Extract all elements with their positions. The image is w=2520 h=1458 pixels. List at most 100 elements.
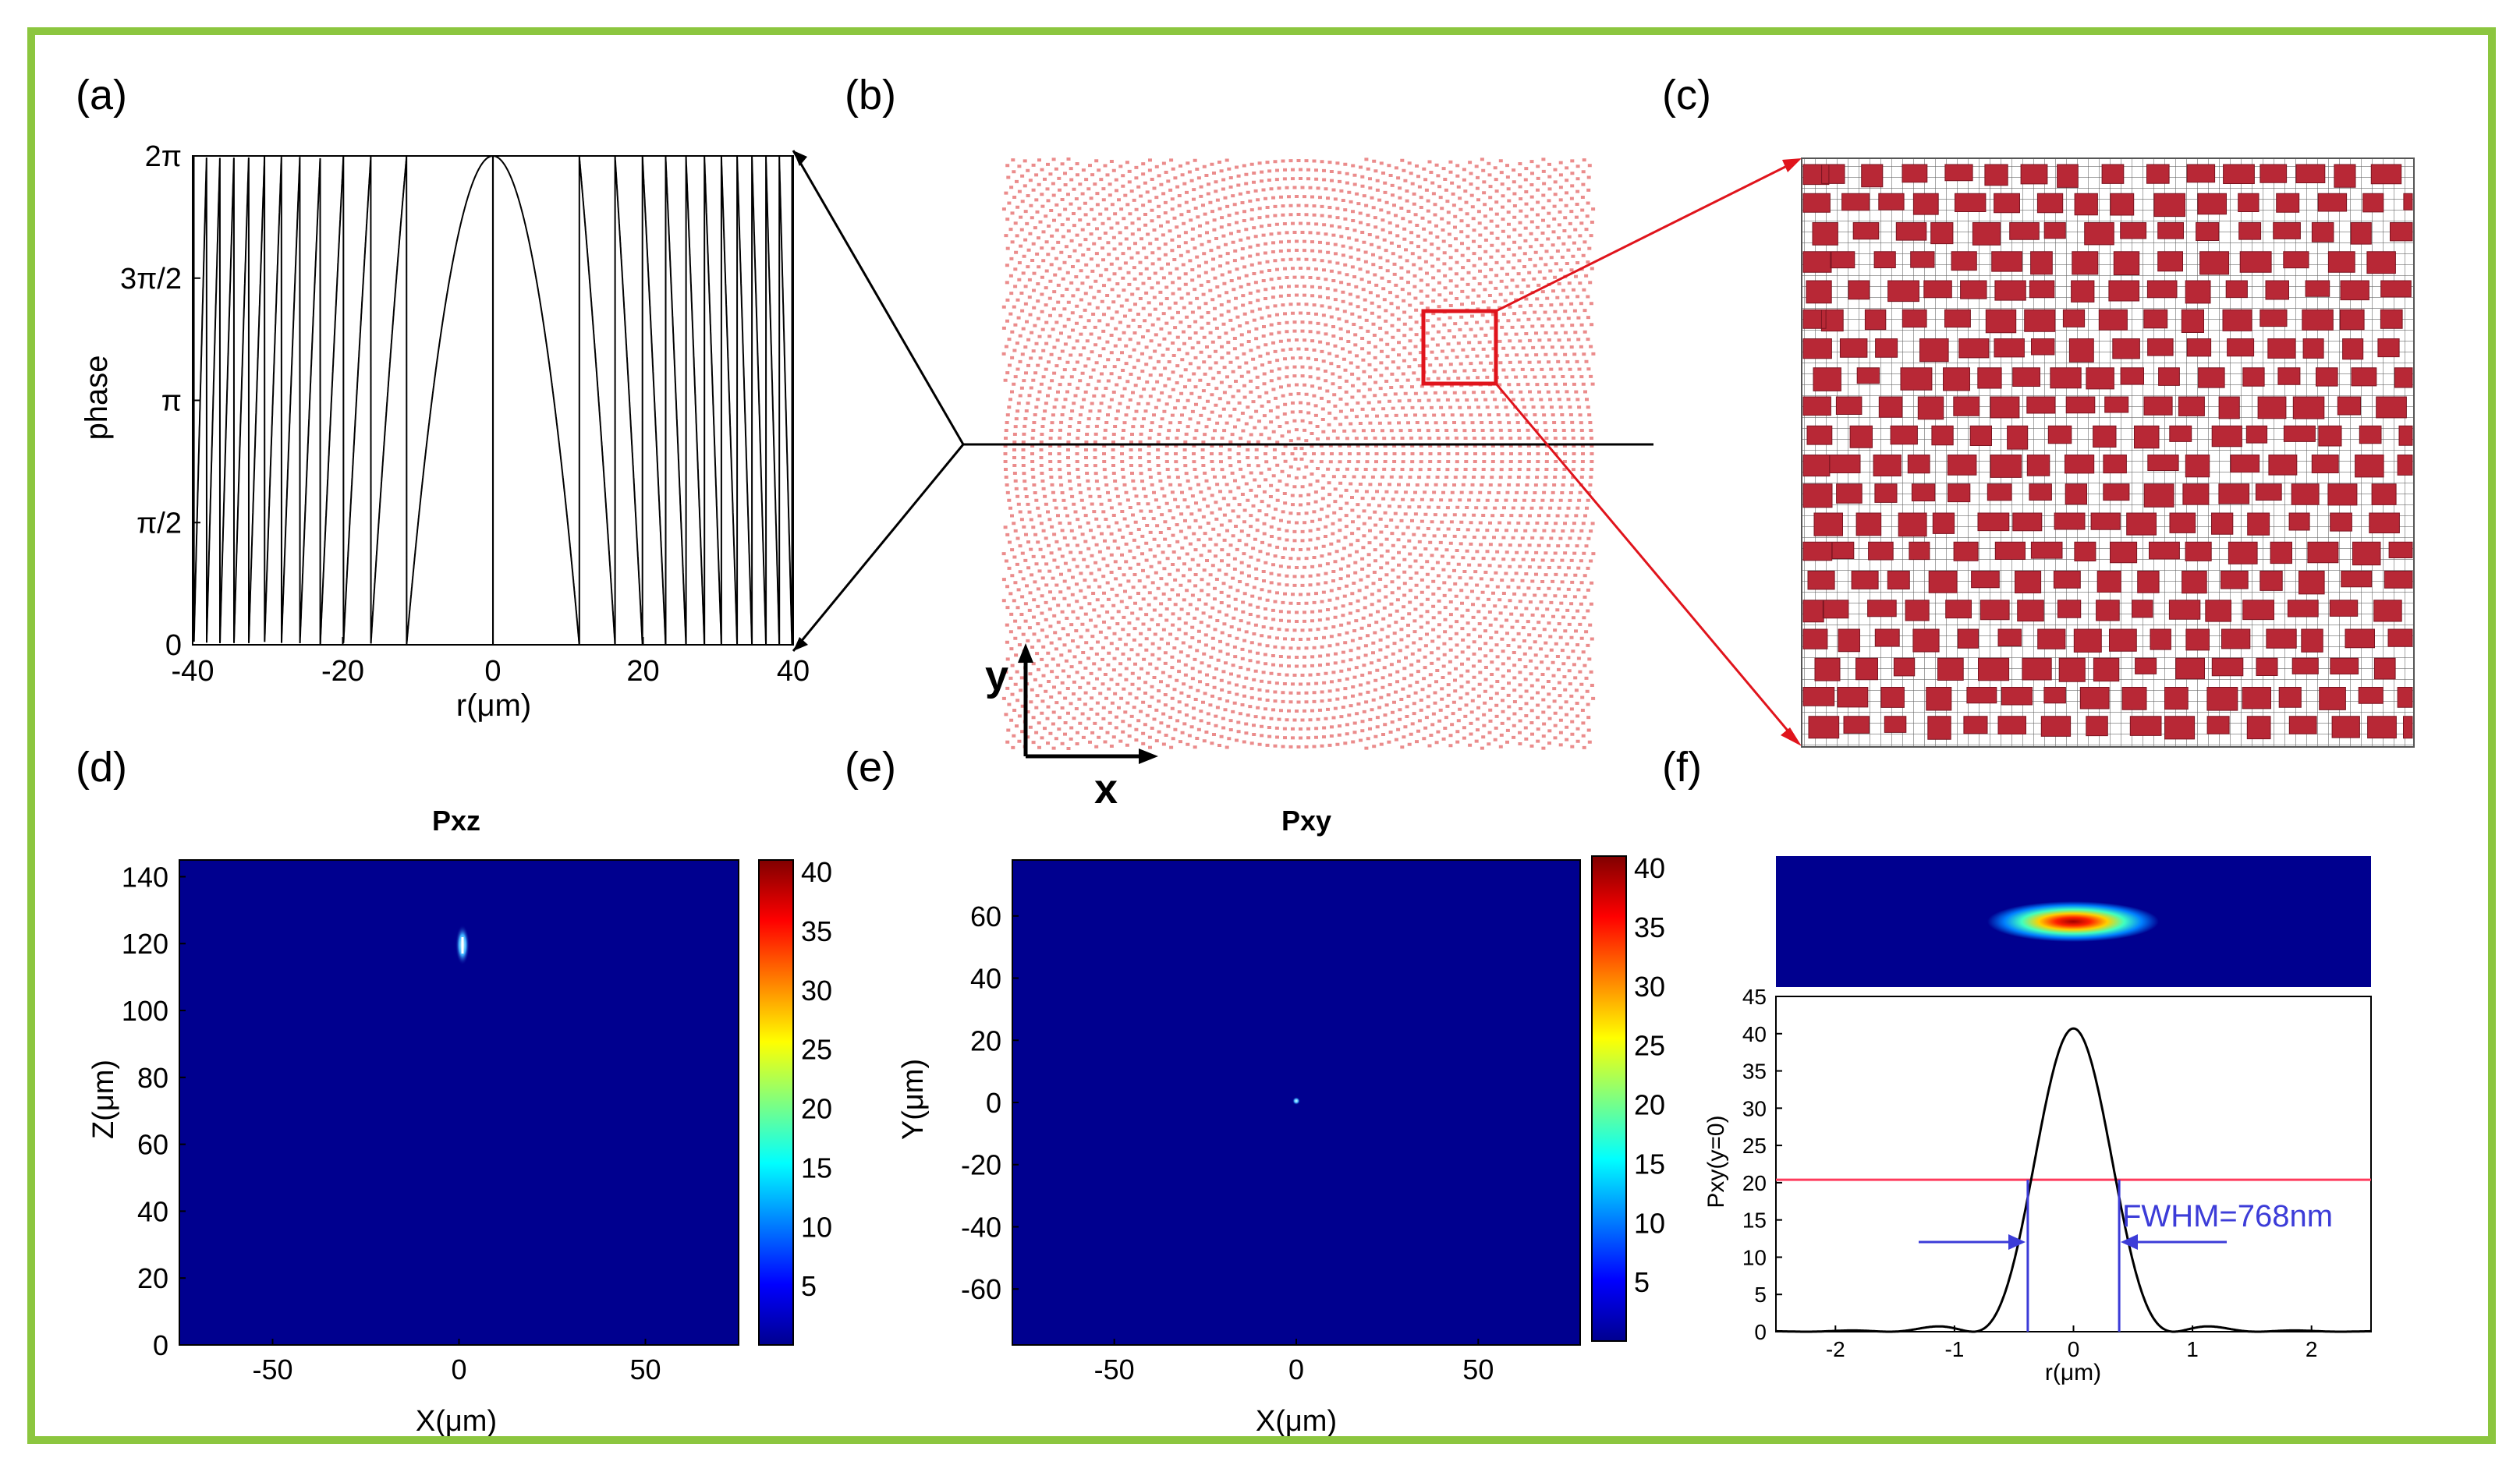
panel-a-ytick-label: π/2	[136, 507, 182, 540]
panel-f-ylabel: Pxy(y=0)	[1703, 1115, 1729, 1208]
panel-e-xtick-label: 50	[1462, 1354, 1494, 1385]
panel-a-xtick-label: 0	[484, 655, 501, 688]
panel-d-xlabel: X(μm)	[416, 1405, 497, 1436]
panel-b-nanofin-dots	[1001, 157, 1596, 750]
panel-b-x-arrow	[1139, 748, 1158, 764]
panel-b-metalens-layout: y x	[963, 156, 1653, 812]
panel-e-colorbar-label: 15	[1634, 1148, 1665, 1180]
panel-c-zoom-view	[1801, 157, 2415, 748]
panel-b-nanofin-pattern	[1001, 157, 1596, 750]
panel-f-xlabel: r(μm)	[2045, 1360, 2101, 1385]
panel-d-colorbar-label: 20	[801, 1093, 832, 1125]
panel-e-xtick-label: -50	[1094, 1354, 1135, 1385]
panel-d-ytick-label: 60	[137, 1129, 168, 1161]
panel-e-hotspot	[1292, 1097, 1300, 1105]
panel-c-nanofin-blocks	[1802, 164, 2413, 740]
panel-f-ytick-label: 25	[1742, 1134, 1767, 1158]
panel-e-colorbar-label: 20	[1634, 1089, 1665, 1121]
zoom-arrowhead-c-bottom	[1781, 727, 1802, 746]
panel-a-xtick-label: 40	[777, 655, 810, 688]
panel-d-colorbar-label: 10	[801, 1211, 832, 1243]
panel-d-colorbar-ticks: 5 10 15 20 25 30 35 40	[801, 856, 832, 1302]
panel-f-xtick-label: 0	[2068, 1337, 2080, 1361]
panel-f-ytick-label: 20	[1742, 1171, 1767, 1195]
panel-e-colorbar-label: 30	[1634, 971, 1665, 1003]
panel-d-title: Pxz	[432, 805, 480, 837]
panel-c-nanofins	[1802, 164, 2413, 740]
panel-f-axes-box	[1775, 996, 2372, 1332]
panel-d-colorbar-label: 35	[801, 915, 832, 947]
panel-f-arrowhead-right	[2121, 1234, 2138, 1250]
zoom-line-c-top	[1495, 160, 1797, 313]
panel-a-ytick-label: π	[161, 385, 182, 418]
panel-d-ytick-label: 100	[122, 995, 168, 1027]
panel-d-colorbar-label: 5	[801, 1270, 817, 1302]
panel-a-yticks: 0 π/2 π 3π/2 2π	[120, 140, 200, 662]
zoom-arrowhead-c-top	[1782, 158, 1802, 172]
panel-e-xticks: -50 0 50	[1094, 1339, 1494, 1385]
panel-f-profile-curve	[1776, 1027, 2371, 1333]
panel-e-colorbar-label: 25	[1634, 1030, 1665, 1062]
panel-label-b: (b)	[845, 72, 896, 119]
panel-a-ytick-label: 2π	[145, 140, 182, 173]
panel-d-pxz-heatmap: Pxz 0 20 40 60 80 100 120 140 -50 0 50 Z(μm) X(μm…	[87, 805, 832, 1436]
panel-f-yticks: 0 5 10 15 20 25 30 35 40 45	[1742, 985, 1782, 1344]
panel-d-ytick-label: 40	[137, 1195, 168, 1227]
panel-e-yticks: -60 -40 -20 0 20 40 60	[961, 901, 1019, 1305]
panel-f-ytick-label: 0	[1754, 1320, 1767, 1344]
panel-d-ytick-label: 140	[122, 861, 168, 893]
panel-f-xtick-label: 1	[2186, 1337, 2199, 1361]
panel-label-f: (f)	[1662, 744, 1702, 791]
panel-e-ytick-label: 60	[970, 901, 1001, 932]
panel-e-ytick-label: 40	[970, 963, 1001, 995]
panel-d-ytick-label: 80	[137, 1062, 168, 1094]
panel-f-xtick-label: -1	[1944, 1337, 1964, 1361]
panel-f-ytick-label: 35	[1742, 1060, 1767, 1084]
panel-f-ytick-label: 40	[1742, 1022, 1767, 1046]
panel-label-e: (e)	[845, 744, 896, 791]
panel-b-background	[998, 156, 1599, 752]
panel-f-ytick-label: 5	[1754, 1283, 1767, 1307]
panel-label-a: (a)	[76, 72, 127, 119]
panel-e-title: Pxy	[1281, 805, 1331, 837]
panel-d-ytick-label: 120	[122, 928, 168, 960]
panel-d-colorbar-label: 15	[801, 1152, 832, 1184]
panel-e-ytick-label: 0	[986, 1087, 1001, 1119]
panel-e-colorbar-label: 10	[1634, 1207, 1665, 1239]
panel-e-colorbar-label: 5	[1634, 1266, 1650, 1298]
panel-f-xtick-label: 2	[2306, 1337, 2318, 1361]
panel-e-ylabel: Y(μm)	[897, 1059, 930, 1140]
panel-f-ytick-label: 30	[1742, 1096, 1767, 1120]
panel-f-xticks: -2 -1 0 1 2	[1826, 1325, 2318, 1361]
panel-d-colorbar-label: 25	[801, 1034, 832, 1066]
panel-e-colorbar	[1591, 855, 1627, 1342]
figure-frame: (a) (b) (c) (d) (e) (f) 0 π/2 π 3π/2 2π -40-…	[27, 27, 2496, 1444]
panel-f-fwhm-annotation: FWHM=768nm	[2122, 1199, 2333, 1233]
panel-a-ytick-label: 0	[165, 629, 182, 662]
panel-e-colorbar-label: 40	[1634, 852, 1665, 884]
panel-a-xticks: -40 -20 0 20 40	[172, 637, 810, 688]
panel-e-xlabel: X(μm)	[1256, 1405, 1337, 1436]
panel-b-y-label: y	[985, 653, 1008, 699]
panel-a-xtick-label: -40	[172, 655, 214, 688]
panel-b-zoom-box	[1421, 309, 1498, 386]
zoom-line-c-bottom	[1494, 383, 1798, 741]
panel-f-focal-spot	[1987, 901, 2159, 942]
panel-e-colorbar-label: 35	[1634, 911, 1665, 943]
panel-e-ytick-label: -40	[961, 1211, 1001, 1243]
panel-f-arrowhead-left	[2008, 1234, 2026, 1250]
panel-label-c: (c)	[1662, 72, 1711, 119]
panel-d-xtick-label: 50	[629, 1354, 661, 1385]
panel-d-ytick-label: 0	[153, 1329, 168, 1361]
panel-d-xtick-label: 0	[451, 1354, 466, 1385]
panel-b-x-label: x	[1094, 766, 1118, 812]
panel-f-profile: FWHM=768nm 0 5 10 15 20 25 30 35 40 45 -2 -1 0 1 2 Px…	[1703, 856, 2372, 1385]
panel-a-xtick-label: -20	[321, 655, 364, 688]
zoom-arrowhead-a-top	[793, 150, 807, 166]
panel-f-ytick-label: 15	[1742, 1209, 1767, 1233]
panel-d-colorbar	[758, 859, 794, 1346]
panel-f-ytick-label: 45	[1742, 985, 1767, 1009]
panel-e-ytick-label: -60	[961, 1273, 1001, 1305]
